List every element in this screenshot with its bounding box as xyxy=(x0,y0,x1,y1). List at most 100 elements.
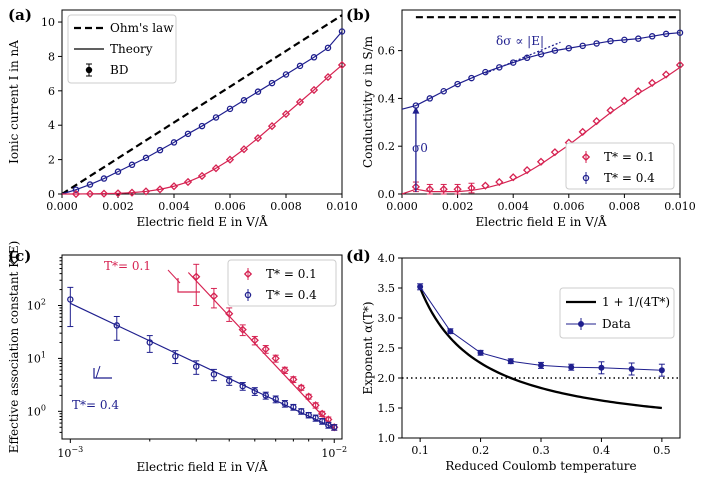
x-tick-label: 0.000 xyxy=(46,200,78,213)
data-point xyxy=(426,95,434,102)
data-point xyxy=(312,414,319,422)
data-point xyxy=(298,408,305,415)
data-point xyxy=(309,85,319,95)
axes-frame xyxy=(61,9,343,195)
legend-red-label: T* = 0.1 xyxy=(604,150,655,164)
slope-annotation: δσ ∝ |E| xyxy=(496,34,544,48)
data-point xyxy=(551,47,559,54)
legend-red-label: T* = 0.1 xyxy=(266,267,317,281)
data-point xyxy=(337,60,347,70)
y-axis-label: Exponent α(T*) xyxy=(361,301,375,394)
x-tick-label: 0.1 xyxy=(411,444,429,457)
data-point xyxy=(607,37,614,45)
data-point xyxy=(304,392,313,401)
x-tick-label: 0.3 xyxy=(532,444,550,457)
legend-ohm-label: Ohm's law xyxy=(110,21,174,35)
x-tick-label: 0.006 xyxy=(553,200,585,213)
theory-line xyxy=(401,32,681,110)
data-point xyxy=(198,122,206,130)
x-tick-label: 0.4 xyxy=(593,444,611,457)
data-point xyxy=(675,60,685,70)
data-point xyxy=(536,157,546,166)
data-point xyxy=(170,139,178,146)
data-point xyxy=(113,322,121,329)
x-tick-label: 0.004 xyxy=(158,200,190,213)
y-tick-label: 101 xyxy=(27,350,46,365)
data-point xyxy=(86,181,94,188)
data-point xyxy=(192,363,200,370)
legend-blue-label: T* = 0.4 xyxy=(266,288,317,302)
panel-label: (b) xyxy=(346,6,371,24)
data-point xyxy=(225,377,233,384)
data-point xyxy=(210,371,218,378)
y-axis-label: Conductivity σ in S/m xyxy=(361,35,375,168)
x-tick-label: 0.5 xyxy=(653,444,671,457)
x-tick-label: 0.002 xyxy=(442,200,474,213)
data-point xyxy=(454,80,461,88)
x-tick-label: 0.2 xyxy=(472,444,490,457)
data-point xyxy=(99,189,109,198)
y-axis-label: Effective association constant K(E) xyxy=(7,241,21,454)
data-point xyxy=(578,127,587,136)
data-point xyxy=(481,181,490,190)
panel-c: 10−3 10−2 100 101 102 Electric field E in V/Å… xyxy=(7,241,347,474)
data-point xyxy=(100,175,108,182)
x-tick-label: 0.000 xyxy=(386,200,418,213)
data-point xyxy=(523,54,531,62)
data-point xyxy=(425,185,434,194)
x-tick-label: 0.008 xyxy=(609,200,641,213)
data-point xyxy=(658,367,665,374)
y-tick-label: 0.4 xyxy=(378,92,396,105)
data-point xyxy=(128,161,136,169)
panel-b: 0.000 0.002 0.004 0.006 0.008 0.010 0.0 0.2 0.4 0… xyxy=(346,6,696,229)
data-point xyxy=(183,177,193,187)
sigma0-arrow-head xyxy=(412,106,420,114)
y-tick-label: 100 xyxy=(27,403,46,418)
data-point xyxy=(281,400,289,407)
data-point xyxy=(579,42,586,50)
data-point xyxy=(212,114,220,121)
data-point xyxy=(496,64,503,71)
data-point xyxy=(325,421,332,429)
data-point xyxy=(289,375,298,384)
slope-line xyxy=(485,41,561,74)
x-axis-label: Electric field E in V/Å xyxy=(475,214,606,229)
annotation-pointer-red xyxy=(167,269,181,284)
data-point xyxy=(280,366,289,375)
ohm-law-line xyxy=(61,14,343,195)
data-point xyxy=(439,185,448,194)
x-axis-label: Electric field E in V/Å xyxy=(136,459,267,474)
y-tick-label: 2.0 xyxy=(378,372,396,385)
data-point xyxy=(550,148,560,157)
theory-line xyxy=(62,64,343,195)
data-point xyxy=(621,36,628,44)
data-point xyxy=(226,105,234,113)
data-point xyxy=(606,106,615,115)
data-point xyxy=(114,168,122,175)
axes-frame xyxy=(401,257,681,439)
data-point xyxy=(290,403,297,411)
panel-d: 0.1 0.2 0.3 0.4 0.5 1.0 1.5 2.0 2.5 3.0 3.5 4.0 Redu… xyxy=(346,247,681,473)
data-point xyxy=(467,183,476,193)
y-tick-label: 4 xyxy=(48,119,55,132)
y-tick-label: 6 xyxy=(48,85,55,98)
data-point xyxy=(272,395,279,403)
data-point xyxy=(281,109,291,119)
data-point xyxy=(598,364,605,371)
legend: 1 + 1/(4T*) Data xyxy=(559,287,675,339)
data-point xyxy=(522,165,532,175)
data-point xyxy=(146,339,154,346)
y-tick-label: 3.0 xyxy=(378,312,396,325)
data-point xyxy=(238,325,247,334)
x-tick-label: 10−3 xyxy=(57,445,83,460)
data-point xyxy=(310,54,318,61)
data-point xyxy=(311,401,320,410)
data-point xyxy=(85,189,95,198)
x-tick-label: 0.010 xyxy=(326,200,358,213)
x-tick-label: 0.002 xyxy=(102,200,134,213)
data-point xyxy=(635,35,642,42)
y-tick-label: 4.0 xyxy=(378,252,396,265)
legend-box xyxy=(565,142,675,190)
data-point xyxy=(262,392,269,399)
